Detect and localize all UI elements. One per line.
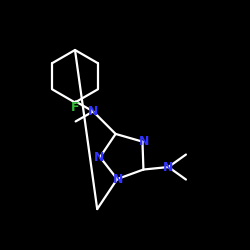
Text: N: N — [163, 160, 174, 173]
Text: N: N — [113, 172, 124, 186]
Text: N: N — [94, 150, 104, 164]
Text: F: F — [71, 101, 79, 114]
Text: N: N — [88, 105, 98, 118]
Text: N: N — [138, 135, 149, 148]
